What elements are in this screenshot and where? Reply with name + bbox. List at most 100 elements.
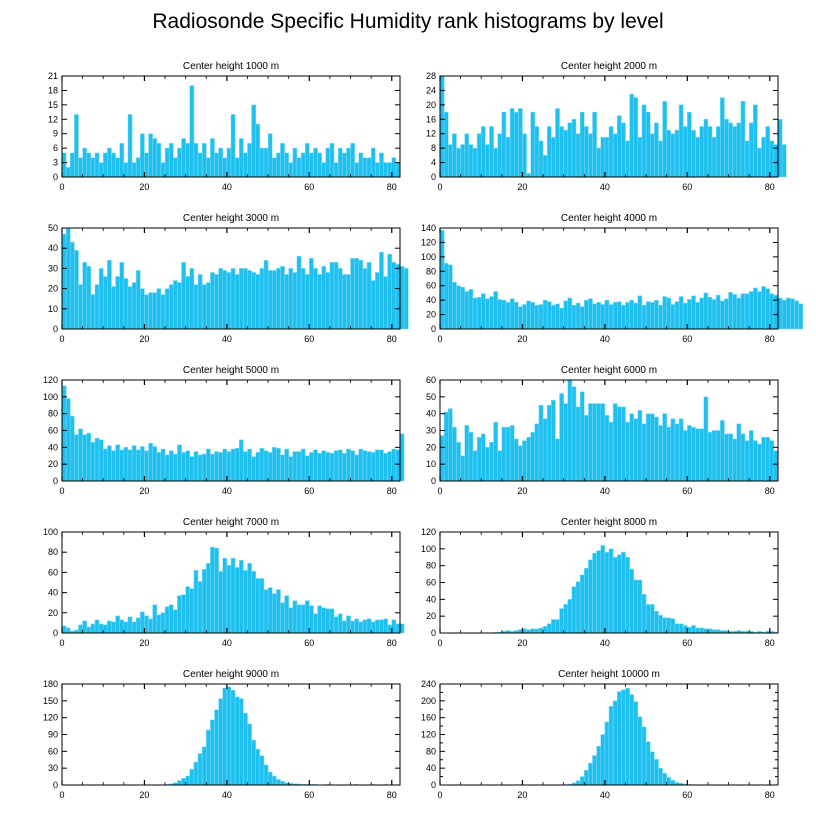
histogram-bar xyxy=(342,152,347,178)
histogram-panel: Center height 4000 m 0 20 40 60 80 0 20 40 60 80 10… xyxy=(421,213,803,344)
histogram-bar xyxy=(177,780,182,786)
histogram-bar xyxy=(354,162,360,178)
histogram-bar xyxy=(90,157,96,178)
histogram-bar xyxy=(144,294,149,330)
histogram-bar xyxy=(127,616,133,634)
x-tick-label: 40 xyxy=(222,334,232,344)
histogram-bar xyxy=(292,147,298,178)
histogram-bar xyxy=(513,302,519,330)
histogram-bar xyxy=(530,302,536,330)
histogram-bar xyxy=(181,262,186,330)
histogram-bar xyxy=(563,129,569,178)
histogram-bar xyxy=(111,286,116,330)
histogram-bar xyxy=(280,454,285,482)
x-tick-label: 60 xyxy=(304,486,314,496)
y-tick-label: 40 xyxy=(426,763,436,773)
histogram-bar xyxy=(571,304,577,330)
histogram-bar xyxy=(530,628,536,634)
histogram-bar xyxy=(765,436,771,482)
histogram-bar xyxy=(579,111,585,178)
y-tick-label: 60 xyxy=(426,375,436,385)
histogram-bar xyxy=(189,268,195,330)
histogram-bar xyxy=(325,608,331,634)
histogram-bar xyxy=(658,615,663,634)
histogram-bar xyxy=(284,274,289,330)
histogram-bar xyxy=(69,241,75,330)
histogram-bar xyxy=(107,147,112,178)
histogram-bar xyxy=(234,567,240,634)
histogram-bar xyxy=(575,780,581,786)
y-tick-label: 10 xyxy=(48,304,58,314)
histogram-bar xyxy=(230,689,236,786)
histogram-bar xyxy=(276,589,281,634)
histogram-bar xyxy=(329,608,335,634)
histogram-bar xyxy=(658,767,663,786)
histogram-bar xyxy=(193,284,199,330)
histogram-bar xyxy=(292,600,298,634)
x-tick-label: 60 xyxy=(682,486,692,496)
histogram-bar xyxy=(443,263,449,330)
histogram-bar xyxy=(127,286,133,330)
histogram-bar xyxy=(447,408,453,482)
histogram-bar xyxy=(555,303,560,330)
histogram-bar xyxy=(226,686,232,786)
histogram-bar xyxy=(119,619,125,634)
histogram-bar xyxy=(555,619,560,634)
histogram-bar xyxy=(387,162,393,178)
histogram-bar xyxy=(86,152,92,178)
histogram-bar xyxy=(251,104,256,178)
y-tick-label: 200 xyxy=(421,696,436,706)
x-tick-label: 60 xyxy=(304,334,314,344)
histogram-bar xyxy=(757,147,762,178)
histogram-bar xyxy=(358,260,364,330)
histogram-bar xyxy=(633,701,639,786)
histogram-bar xyxy=(616,115,622,178)
histogram-bar xyxy=(69,152,75,178)
histogram-bar xyxy=(571,119,577,178)
histogram-bar xyxy=(201,284,207,330)
histogram-bar xyxy=(546,301,552,330)
histogram-bar xyxy=(317,605,322,634)
histogram-bar xyxy=(86,626,92,634)
y-tick-label: 20 xyxy=(426,310,436,320)
histogram-bar xyxy=(584,299,589,330)
histogram-bar xyxy=(271,157,277,178)
histogram-bar xyxy=(674,623,680,634)
histogram-bar xyxy=(678,296,684,330)
histogram-bar xyxy=(798,303,803,330)
x-tick-label: 40 xyxy=(600,334,610,344)
y-tick-label: 4 xyxy=(431,158,436,168)
histogram-bar xyxy=(140,446,145,482)
histogram-bar xyxy=(131,162,137,178)
histogram-bar xyxy=(699,297,705,330)
histogram-bar xyxy=(185,450,191,482)
histogram-bar xyxy=(325,452,331,482)
histogram-bar xyxy=(313,613,318,634)
histogram-bar xyxy=(168,450,174,482)
x-tick-label: 20 xyxy=(139,486,149,496)
panel-title: Center height 4000 m xyxy=(561,213,657,224)
histogram-bar xyxy=(526,436,531,482)
histogram-bar xyxy=(584,126,589,178)
histogram-bar xyxy=(346,615,351,634)
x-tick-label: 40 xyxy=(600,486,610,496)
y-tick-label: 9 xyxy=(53,129,58,139)
histogram-bar xyxy=(703,396,709,482)
x-tick-label: 0 xyxy=(437,790,442,800)
histogram-bar xyxy=(148,133,153,178)
histogram-bar xyxy=(197,274,203,330)
histogram-bar xyxy=(555,438,560,482)
histogram-bar xyxy=(292,272,298,330)
histogram-bar xyxy=(222,687,228,786)
histogram-bar xyxy=(255,452,261,482)
histogram-bar xyxy=(259,268,265,330)
histogram-bar xyxy=(218,452,224,482)
histogram-bar xyxy=(337,268,343,330)
histogram-bar xyxy=(740,293,746,330)
histogram-bar xyxy=(707,297,713,330)
histogram-bar xyxy=(596,147,602,178)
x-tick-label: 20 xyxy=(139,638,149,648)
histogram-bar xyxy=(358,621,364,634)
x-tick-label: 20 xyxy=(139,334,149,344)
histogram-bar xyxy=(333,262,339,330)
